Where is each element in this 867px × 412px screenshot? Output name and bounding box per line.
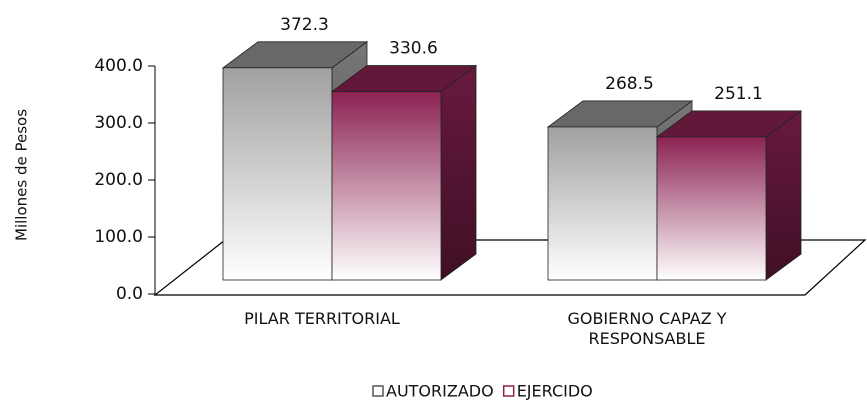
legend-label: EJERCIDO [517, 382, 593, 401]
value-label: 372.3 [280, 15, 329, 35]
y-tick-label: 0.0 [116, 284, 143, 304]
bar [222, 67, 333, 281]
legend-swatch [372, 385, 384, 397]
bar [331, 91, 442, 281]
y-tick-label: 400.0 [94, 56, 143, 76]
y-tick-label: 300.0 [94, 113, 143, 133]
legend-swatch [502, 385, 515, 397]
floor [153, 239, 867, 296]
legend-label: AUTORIZADO [386, 382, 494, 401]
y-axis-label: Millones de Pesos [13, 109, 31, 241]
x-tick-label: PILAR TERRITORIAL [244, 309, 400, 328]
bar [547, 126, 658, 281]
y-tick-label: 100.0 [94, 227, 143, 247]
value-label: 268.5 [605, 74, 654, 94]
bar-side [765, 110, 802, 281]
value-label: 251.1 [714, 84, 763, 104]
x-tick-label: GOBIERNO CAPAZ Y RESPONSABLE [567, 309, 727, 348]
y-tick-label: 200.0 [94, 170, 143, 190]
bar-side [440, 64, 477, 281]
value-label: 330.6 [389, 39, 438, 59]
bar [656, 136, 767, 281]
